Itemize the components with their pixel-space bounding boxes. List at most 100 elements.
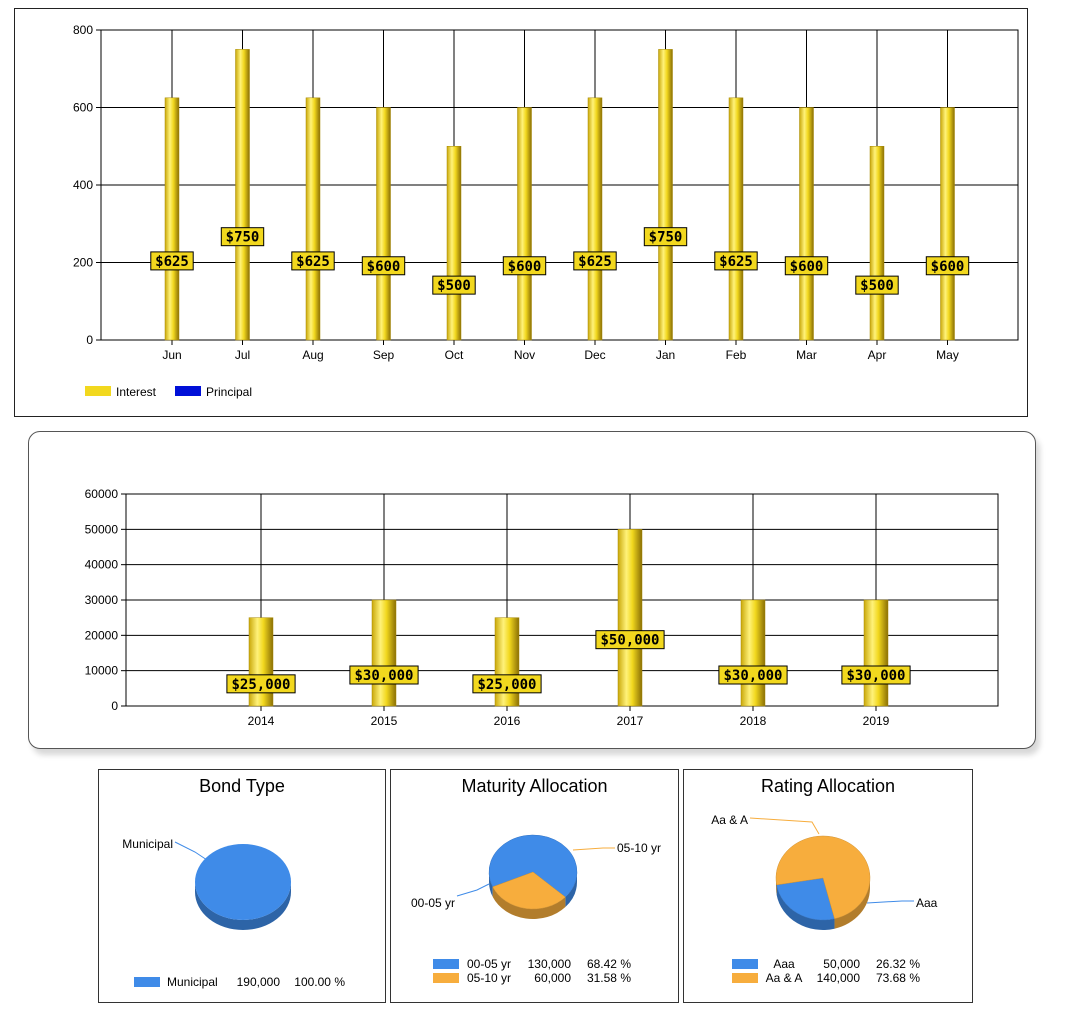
data-label-text: $750 bbox=[226, 230, 260, 246]
data-label-text: $600 bbox=[931, 259, 965, 275]
data-label-text: $500 bbox=[860, 278, 894, 294]
legend-label: 05-10 yr bbox=[467, 971, 511, 985]
data-label-box bbox=[472, 674, 542, 694]
x-tick-label: 2014 bbox=[248, 714, 275, 728]
data-label-text: $600 bbox=[790, 259, 824, 275]
bar bbox=[658, 49, 673, 341]
data-label-text: $600 bbox=[508, 259, 542, 275]
pie-slice bbox=[488, 834, 578, 898]
legend-swatch bbox=[175, 386, 201, 396]
data-label-box bbox=[718, 665, 788, 685]
plot-area bbox=[125, 493, 999, 707]
legend-swatch bbox=[732, 973, 758, 983]
x-tick-label: Jan bbox=[656, 348, 675, 362]
data-label: $25,000 bbox=[472, 674, 542, 694]
maturity-allocation-panel: Maturity Allocation 00-05 yr 05-10 yr 00-0… bbox=[390, 769, 679, 1003]
bar bbox=[728, 97, 744, 341]
data-label-box bbox=[220, 227, 265, 247]
pie-callout-label: 05-10 yr bbox=[617, 841, 661, 855]
bar bbox=[517, 107, 532, 341]
data-label-box bbox=[595, 630, 665, 650]
x-tick-label: 2018 bbox=[740, 714, 767, 728]
legend-value: 50,000 bbox=[823, 957, 860, 971]
x-tick-label: Oct bbox=[445, 348, 464, 362]
data-label: $50,000 bbox=[595, 630, 665, 650]
pie-slice-side bbox=[565, 872, 577, 908]
data-label-box bbox=[714, 251, 758, 271]
plot-area bbox=[100, 29, 1019, 341]
data-label-box bbox=[150, 251, 194, 271]
maturity-allocation-title: Maturity Allocation bbox=[461, 776, 608, 796]
data-label-text: $30,000 bbox=[723, 668, 782, 684]
pie-slice-side bbox=[489, 872, 493, 897]
legend-swatch bbox=[134, 977, 160, 987]
bond-type-panel: Bond Type Municipal Municipal 190,000 100.0… bbox=[98, 769, 386, 1003]
legend-percent: 31.58 % bbox=[587, 971, 631, 985]
bond-type-pie-chart: Municipal Municipal 190,000 100.00 % bbox=[122, 837, 345, 989]
y-tick-label: 40000 bbox=[85, 558, 119, 572]
bar bbox=[305, 97, 321, 341]
y-tick-label: 400 bbox=[73, 178, 93, 192]
data-label: $625 bbox=[714, 251, 758, 271]
data-label: $625 bbox=[291, 251, 335, 271]
legend-label: Municipal bbox=[167, 975, 218, 989]
y-tick-label: 600 bbox=[73, 101, 93, 115]
data-label-text: $625 bbox=[719, 254, 753, 270]
pie-callout-line bbox=[749, 817, 820, 835]
interest-principal-chart-panel: 0 200 400 600 800 Jun Jul Aug Sep Oct Nov Dec Jan Feb… bbox=[14, 8, 1028, 417]
pie-slice bbox=[195, 844, 291, 920]
data-label-text: $25,000 bbox=[477, 677, 536, 693]
x-tick-label: Dec bbox=[584, 348, 605, 362]
data-label: $30,000 bbox=[718, 665, 788, 685]
data-label: $600 bbox=[361, 256, 406, 276]
x-tick-label: Nov bbox=[514, 348, 535, 362]
legend-label: 00-05 yr bbox=[467, 957, 511, 971]
bar bbox=[164, 97, 180, 341]
legend: Interest Principal bbox=[85, 385, 252, 399]
pie-callout-label: Municipal bbox=[122, 837, 173, 851]
pie-callout-line bbox=[456, 883, 490, 897]
x-tick-label: Jul bbox=[235, 348, 250, 362]
legend-swatch bbox=[433, 959, 459, 969]
pie-callout-label: Aaa bbox=[916, 896, 938, 910]
pie-slice bbox=[492, 871, 566, 910]
data-label: $600 bbox=[784, 256, 829, 276]
bar bbox=[799, 107, 814, 341]
legend-label: Principal bbox=[206, 385, 252, 399]
data-label-box bbox=[855, 275, 899, 295]
data-label-box bbox=[361, 256, 406, 276]
data-label-text: $500 bbox=[437, 278, 471, 294]
data-label-text: $750 bbox=[649, 230, 683, 246]
data-label-text: $25,000 bbox=[231, 677, 290, 693]
pie-slice-side bbox=[776, 884, 835, 930]
data-label: $25,000 bbox=[226, 674, 296, 694]
data-label-text: $30,000 bbox=[846, 668, 905, 684]
bar bbox=[371, 599, 397, 707]
x-tick-label: May bbox=[936, 348, 959, 362]
pie-slice bbox=[775, 835, 871, 920]
x-tick-label: Feb bbox=[726, 348, 747, 362]
y-tick-label: 30000 bbox=[85, 593, 119, 607]
y-tick-label: 60000 bbox=[85, 487, 119, 501]
rating-allocation-title: Rating Allocation bbox=[760, 776, 896, 796]
x-tick-label: Apr bbox=[868, 348, 887, 362]
data-label-box bbox=[349, 665, 419, 685]
data-label-box bbox=[643, 227, 688, 247]
legend-percent: 26.32 % bbox=[876, 957, 920, 971]
bar bbox=[869, 146, 885, 341]
data-label-box bbox=[502, 256, 547, 276]
data-label-text: $50,000 bbox=[600, 633, 659, 649]
legend-row: 05-10 yr 60,000 31.58 % bbox=[433, 971, 631, 985]
x-tick-label: Aug bbox=[302, 348, 323, 362]
y-tick-label: 0 bbox=[86, 333, 93, 347]
bar bbox=[235, 49, 250, 341]
data-label-box bbox=[226, 674, 296, 694]
legend-row: 00-05 yr 130,000 68.42 % bbox=[433, 957, 631, 971]
data-label: $500 bbox=[432, 275, 476, 295]
legend-percent: 100.00 % bbox=[294, 975, 345, 989]
pie-slice-side bbox=[195, 882, 291, 930]
bar bbox=[376, 107, 391, 341]
data-label-box bbox=[841, 665, 911, 685]
